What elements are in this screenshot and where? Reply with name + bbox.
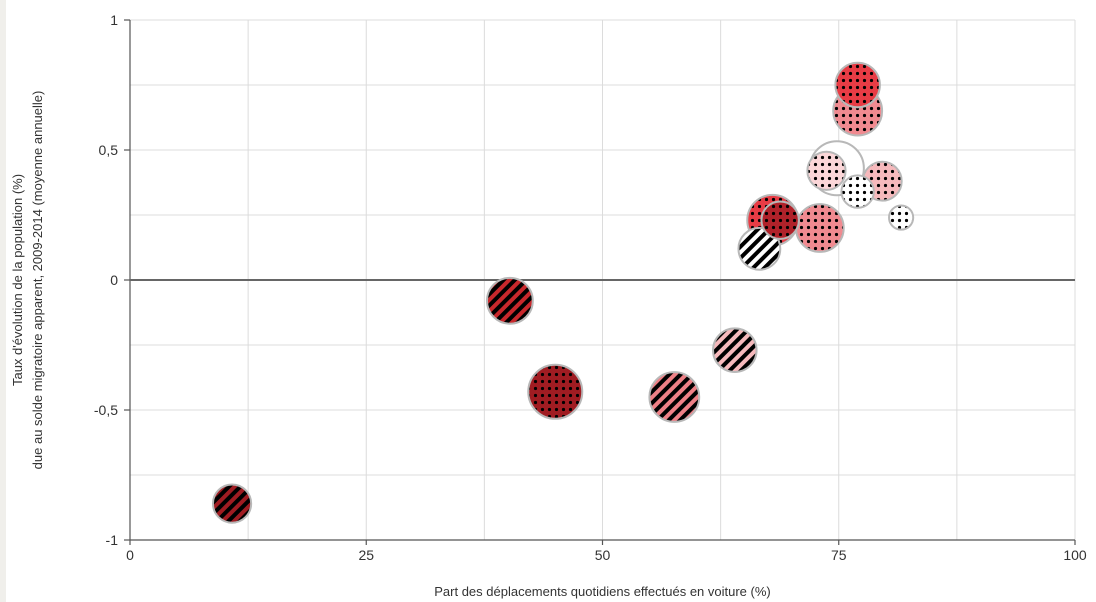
y-tick-label: 0,5: [99, 142, 119, 158]
x-tick-label: 0: [126, 547, 134, 563]
data-points: [211, 61, 915, 524]
data-point-pattern: [835, 62, 880, 108]
data-point-pattern: [528, 364, 583, 419]
x-tick-label: 100: [1063, 547, 1087, 563]
data-point: [834, 61, 881, 109]
y-tick-label: 1: [110, 12, 118, 28]
data-point-outline: [888, 204, 915, 231]
axis-labels: 1 0,5 0 -0,5 -1 0 25 50 75 100 Part des déplacemen…: [10, 12, 1087, 599]
data-point: [211, 483, 253, 524]
data-point-pattern: [649, 372, 700, 422]
left-margin-strip: [0, 0, 6, 602]
data-point: [737, 226, 782, 271]
data-point-outline: [712, 327, 758, 373]
data-point: [712, 327, 758, 373]
data-point: [485, 276, 534, 325]
data-point-outline: [760, 200, 800, 240]
data-point: [527, 363, 584, 420]
x-axis-label: Part des déplacements quotidiens effectu…: [434, 584, 771, 599]
data-point-outline: [834, 61, 881, 109]
data-point: [760, 200, 800, 240]
data-point-pattern: [212, 484, 252, 523]
x-tick-label: 75: [831, 547, 847, 563]
data-point-pattern: [841, 175, 874, 208]
data-point: [648, 371, 701, 423]
data-point-outline: [485, 276, 534, 325]
data-point-outline: [737, 226, 782, 271]
data-point-pattern: [486, 277, 533, 324]
data-point-pattern: [796, 204, 844, 252]
data-point-pattern: [713, 328, 757, 372]
data-point: [806, 150, 847, 191]
data-point-outline: [806, 150, 847, 191]
y-tick-label: -1: [106, 532, 119, 548]
data-point-outline: [840, 174, 875, 209]
y-axis-label-line: due au solde migratoire apparent, 2009-2…: [30, 91, 45, 470]
data-point-pattern: [738, 227, 781, 270]
y-tick-label: 0: [110, 272, 118, 288]
x-tick-label: 25: [358, 547, 374, 563]
data-point-pattern: [761, 201, 799, 239]
data-point-outline: [527, 363, 584, 420]
data-point-pattern: [889, 205, 914, 230]
data-point-outline: [648, 371, 701, 423]
data-point: [840, 174, 875, 209]
data-point: [888, 204, 915, 231]
data-point-pattern: [807, 151, 846, 190]
axes: [124, 19, 1076, 545]
data-point-outline: [211, 483, 253, 524]
y-axis-label-line: Taux d'évolution de la population (%): [10, 174, 25, 386]
data-point: [795, 203, 845, 253]
x-tick-label: 50: [595, 547, 611, 563]
y-tick-label: -0,5: [94, 402, 118, 418]
